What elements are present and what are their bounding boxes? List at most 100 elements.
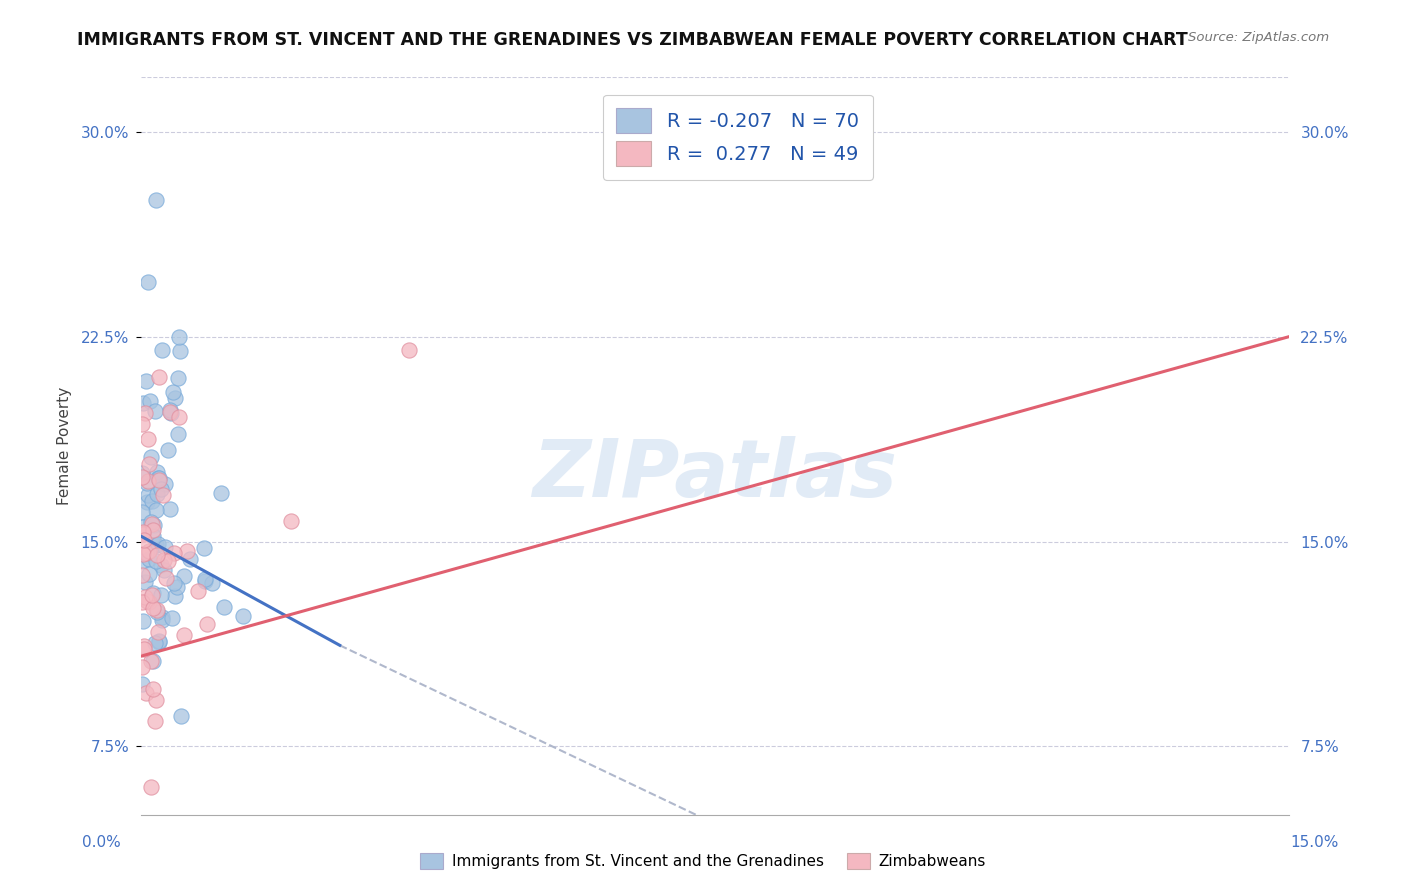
- Point: [143, 714, 166, 728]
- Point: [156, 443, 179, 458]
- Point: [131, 676, 153, 690]
- Point: [135, 374, 157, 388]
- Point: [145, 692, 167, 706]
- Point: [176, 544, 198, 558]
- Point: [148, 634, 170, 648]
- Point: [145, 538, 167, 552]
- Point: [134, 590, 156, 604]
- Point: [141, 588, 163, 602]
- Point: [187, 584, 209, 599]
- Point: [280, 515, 302, 529]
- Point: [155, 476, 177, 491]
- Point: [166, 580, 188, 594]
- Point: [131, 396, 153, 410]
- Point: [138, 566, 160, 581]
- Point: [201, 576, 224, 591]
- Point: [153, 541, 176, 555]
- Point: [135, 546, 157, 560]
- Point: [160, 406, 183, 420]
- Point: [132, 554, 155, 568]
- Point: [132, 639, 155, 653]
- Point: [138, 275, 160, 289]
- Point: [138, 544, 160, 558]
- Point: [139, 654, 162, 668]
- Point: [131, 466, 153, 480]
- Point: [162, 545, 184, 559]
- Point: [145, 502, 167, 516]
- Point: [139, 450, 162, 465]
- Point: [173, 569, 195, 583]
- Point: [209, 485, 232, 500]
- Point: [131, 417, 153, 431]
- Point: [142, 523, 165, 537]
- Point: [136, 495, 159, 509]
- Text: 15.0%: 15.0%: [1291, 836, 1339, 850]
- Point: [142, 600, 165, 615]
- Point: [134, 642, 156, 657]
- Point: [131, 505, 153, 519]
- Legend: R = -0.207   N = 70, R =  0.277   N = 49: R = -0.207 N = 70, R = 0.277 N = 49: [603, 95, 873, 179]
- Text: IMMIGRANTS FROM ST. VINCENT AND THE GRENADINES VS ZIMBABWEAN FEMALE POVERTY CORR: IMMIGRANTS FROM ST. VINCENT AND THE GREN…: [77, 31, 1188, 49]
- Point: [138, 551, 160, 566]
- Point: [142, 681, 165, 696]
- Point: [159, 405, 181, 419]
- Point: [136, 488, 159, 502]
- Point: [159, 403, 181, 417]
- Point: [136, 476, 159, 491]
- Point: [134, 574, 156, 589]
- Text: 0.0%: 0.0%: [82, 836, 121, 850]
- Point: [197, 616, 219, 631]
- Point: [150, 343, 173, 358]
- Point: [193, 541, 215, 556]
- Point: [146, 605, 169, 619]
- Point: [149, 558, 172, 572]
- Point: [167, 330, 190, 344]
- Text: Source: ZipAtlas.com: Source: ZipAtlas.com: [1188, 31, 1329, 45]
- Point: [139, 515, 162, 529]
- Point: [141, 516, 163, 531]
- Point: [142, 586, 165, 600]
- Point: [136, 594, 159, 608]
- Point: [131, 568, 153, 582]
- Point: [132, 520, 155, 534]
- Point: [148, 471, 170, 485]
- Point: [152, 563, 174, 577]
- Point: [142, 518, 165, 533]
- Point: [169, 344, 191, 359]
- Point: [132, 526, 155, 541]
- Point: [163, 576, 186, 591]
- Point: [162, 385, 184, 400]
- Legend: Immigrants from St. Vincent and the Grenadines, Zimbabweans: Immigrants from St. Vincent and the Gren…: [413, 847, 993, 875]
- Point: [148, 474, 170, 488]
- Point: [148, 537, 170, 551]
- Point: [139, 394, 162, 409]
- Point: [145, 194, 167, 208]
- Point: [163, 589, 186, 603]
- Point: [142, 654, 165, 668]
- Point: [153, 553, 176, 567]
- Point: [232, 609, 254, 624]
- Point: [152, 488, 174, 502]
- Point: [179, 552, 201, 566]
- Point: [134, 406, 156, 420]
- Point: [146, 487, 169, 501]
- Point: [136, 474, 159, 488]
- Point: [170, 709, 193, 723]
- Point: [149, 482, 172, 496]
- Point: [131, 469, 153, 483]
- Point: [146, 471, 169, 485]
- Point: [132, 614, 155, 628]
- Point: [398, 343, 420, 358]
- Point: [141, 780, 163, 795]
- Point: [145, 548, 167, 562]
- Point: [145, 554, 167, 568]
- Point: [132, 533, 155, 548]
- Point: [149, 588, 172, 602]
- Point: [165, 391, 187, 405]
- Point: [132, 547, 155, 561]
- Point: [167, 427, 190, 442]
- Y-axis label: Female Poverty: Female Poverty: [58, 387, 72, 505]
- Point: [131, 525, 153, 540]
- Point: [150, 609, 173, 624]
- Point: [159, 502, 181, 516]
